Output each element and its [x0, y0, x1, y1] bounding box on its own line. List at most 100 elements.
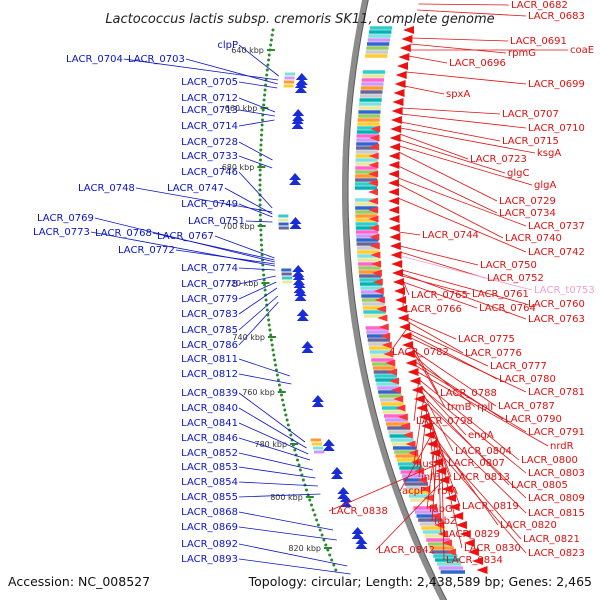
- tick-dot: [280, 393, 283, 397]
- tick-dot: [259, 138, 263, 142]
- reverse-gene-arrow: [388, 215, 400, 223]
- forward-gene-arrow: [322, 444, 335, 451]
- forward-gene-label: LACR_0713: [181, 105, 238, 116]
- tick-dot: [259, 228, 263, 232]
- forward-leader-line: [238, 392, 306, 443]
- reverse-gene-arrow: [390, 251, 402, 259]
- tick-dot: [267, 323, 271, 327]
- reverse-gene-arrow: [459, 530, 471, 538]
- reverse-gene-arrow: [417, 476, 428, 484]
- reverse-gene-arrow: [388, 161, 400, 169]
- tick-dot: [332, 563, 336, 567]
- reverse-leader-line: [399, 133, 469, 160]
- reverse-gene-label: LACR_0781: [528, 387, 585, 398]
- reverse-gene-arrow: [369, 134, 380, 142]
- forward-gene-label: LACR_0854: [181, 477, 238, 488]
- reverse-leader-line: [401, 269, 527, 305]
- reverse-gene-arrow: [441, 539, 452, 547]
- tick-dot: [311, 508, 315, 512]
- reverse-leader-line: [426, 439, 436, 510]
- reverse-gene-arrow: [409, 377, 421, 385]
- forward-leader-line: [238, 287, 278, 315]
- reverse-gene-arrow: [368, 215, 379, 223]
- reverse-gene-arrow: [388, 188, 399, 196]
- reverse-gene-arrow: [368, 161, 379, 169]
- forward-gene-label: LACR_0714: [181, 121, 238, 132]
- reverse-leader-line: [438, 449, 442, 535]
- reverse-gene-label: coaE: [570, 45, 594, 56]
- reverse-gene-arrow: [368, 152, 379, 160]
- tick-dot: [320, 533, 324, 537]
- reverse-gene-arrow: [394, 80, 406, 88]
- tick-dot: [277, 383, 281, 387]
- reverse-leader-line: [431, 427, 461, 507]
- reverse-leader-line: [412, 349, 497, 407]
- reverse-gene-arrow: [463, 539, 475, 547]
- forward-gene-label: LACR_0852: [181, 448, 238, 459]
- forward-gene-arrow: [322, 439, 335, 446]
- forward-gene-label: LACR_0893: [181, 554, 238, 565]
- tick-dot: [259, 238, 263, 242]
- reverse-leader-line: [398, 151, 498, 202]
- reverse-gene-arrow: [377, 314, 388, 322]
- tick-dot: [313, 513, 317, 517]
- forward-gene-arrow: [293, 286, 306, 293]
- reverse-leader-line: [417, 371, 549, 447]
- forward-gene-label: LACR_0712: [181, 93, 238, 104]
- reverse-leader-line: [410, 43, 507, 54]
- reverse-leader-line: [328, 461, 443, 512]
- reverse-gene-arrow: [368, 179, 378, 187]
- reverse-leader-line: [423, 395, 510, 486]
- tick-dot: [284, 413, 288, 417]
- tick-dot: [268, 328, 272, 332]
- forward-gene-label: LACR_0773: [33, 227, 90, 238]
- forward-leader-line: [238, 466, 316, 479]
- reverse-gene-label: glgA: [534, 180, 556, 191]
- forward-leader-line: [238, 295, 279, 331]
- reverse-leader-line: [400, 127, 536, 154]
- forward-gene-label: LACR_0812: [181, 369, 238, 380]
- reverse-gene-arrow: [368, 188, 378, 196]
- forward-gene-arrow: [289, 178, 302, 185]
- tick-dot: [264, 293, 268, 297]
- forward-gene-label: LACR_0785: [181, 325, 238, 336]
- reverse-gene-label: LACR_0740: [505, 233, 562, 244]
- forward-gene-label: LACR_0751: [188, 216, 245, 227]
- forward-gene-label: LACR_0749: [181, 199, 238, 210]
- forward-gene-label: LACR_0853: [181, 462, 238, 473]
- reverse-gene-arrow: [393, 395, 404, 403]
- reverse-gene-label: nusA: [416, 459, 441, 470]
- reverse-gene-arrow: [397, 413, 408, 421]
- forward-gene-label: LACR_0839: [181, 388, 238, 399]
- forward-gene-label: LACR_0774: [181, 263, 238, 274]
- reverse-gene-arrow: [393, 89, 405, 97]
- forward-gene-arrow: [296, 309, 309, 316]
- forward-leader-line: [238, 373, 292, 385]
- tick-dot: [259, 158, 262, 162]
- reverse-gene-label: LACR_0829: [443, 529, 500, 540]
- backbone-edge: [347, 0, 448, 600]
- reverse-leader-line: [421, 387, 527, 474]
- reverse-gene-arrow: [455, 521, 467, 529]
- reverse-gene-label: LACR_0788: [440, 388, 497, 399]
- tick-dot: [276, 378, 280, 382]
- reverse-leader-line: [411, 37, 509, 42]
- reverse-gene-arrow: [368, 224, 379, 232]
- forward-leader-line: [238, 543, 348, 567]
- reverse-gene-arrow: [374, 296, 385, 304]
- reverse-leader-line: [413, 351, 446, 408]
- reverse-gene-label: LACR_0744: [422, 230, 479, 241]
- forward-gene-arrow: [294, 289, 307, 296]
- feature-tracks: [278, 26, 488, 574]
- reverse-gene-arrow: [423, 431, 435, 439]
- tick-dot: [258, 178, 262, 182]
- reverse-gene-arrow: [400, 422, 411, 430]
- tick-dot: [260, 248, 264, 252]
- reverse-gene-arrow: [420, 485, 431, 493]
- reverse-gene-arrow: [399, 44, 411, 52]
- forward-leader-line: [90, 231, 276, 267]
- reverse-gene-arrow: [413, 395, 425, 403]
- reverse-leader-line: [424, 401, 527, 499]
- reverse-gene-arrow: [371, 260, 382, 268]
- forward-leader-line: [238, 109, 275, 117]
